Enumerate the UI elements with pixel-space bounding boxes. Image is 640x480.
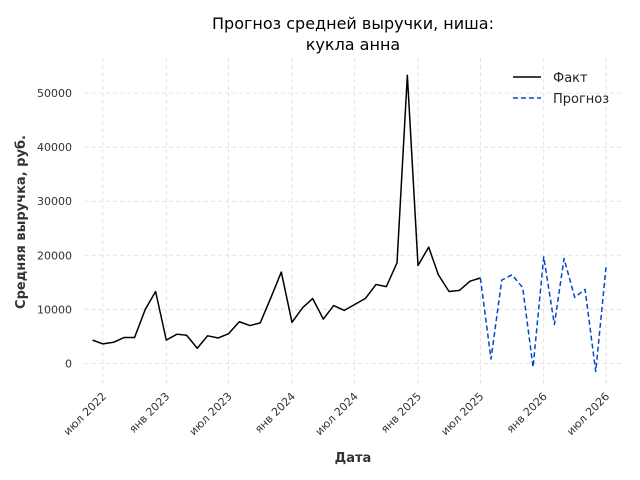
legend: Факт Прогноз: [513, 71, 609, 107]
x-tick-label: июл 2024: [313, 390, 361, 438]
series-line-forecast: [479, 256, 607, 373]
x-axis-label: Дата: [335, 451, 372, 466]
y-axis-ticks: 0 10000 20000 30000 40000 50000: [37, 87, 72, 370]
y-axis-label: Средняя выручка, руб.: [14, 135, 29, 309]
x-tick-label: июл 2022: [61, 390, 109, 438]
x-tick-label: янв 2026: [504, 390, 550, 436]
y-tick-label: 30000: [37, 195, 72, 208]
chart-title-line-2: кукла анна: [306, 35, 400, 54]
plot-series: [92, 74, 607, 373]
x-tick-label: янв 2023: [127, 390, 173, 436]
grid: [85, 58, 625, 385]
y-tick-label: 20000: [37, 249, 72, 262]
x-axis-ticks: июл 2022 янв 2023 июл 2023 янв 2024 июл 2024…: [61, 390, 612, 438]
x-tick-label: янв 2024: [252, 390, 298, 436]
y-tick-label: 0: [65, 357, 72, 370]
legend-label-fact: Факт: [553, 71, 588, 86]
y-tick-label: 40000: [37, 141, 72, 154]
x-tick-label: июл 2026: [564, 390, 612, 438]
series-line-fact: [92, 74, 481, 349]
x-tick-label: июл 2025: [438, 390, 486, 438]
legend-label-forecast: Прогноз: [553, 92, 609, 107]
x-tick-label: июл 2023: [187, 390, 235, 438]
y-tick-label: 10000: [37, 303, 72, 316]
chart-title-line-1: Прогноз средней выручки, ниша:: [212, 14, 494, 33]
x-tick-label: янв 2025: [378, 390, 424, 436]
y-tick-label: 50000: [37, 87, 72, 100]
